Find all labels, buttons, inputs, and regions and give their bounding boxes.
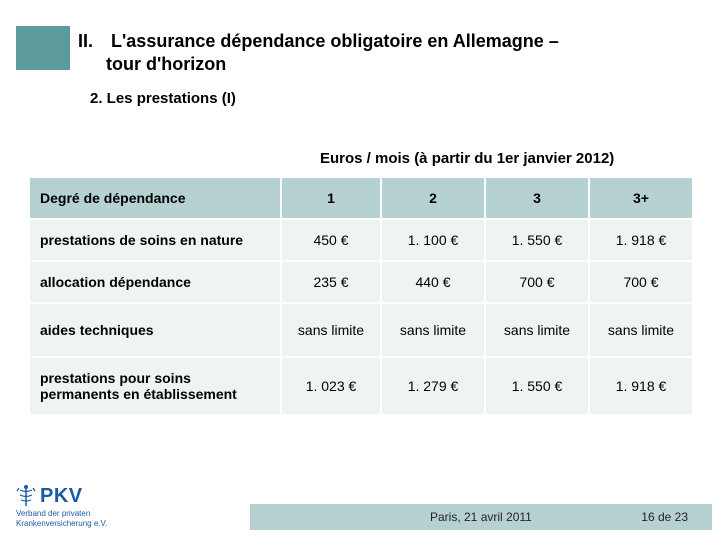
table-cell: 1. 918 €: [590, 220, 694, 262]
logo-subtitle-1: Verband der privaten: [16, 510, 107, 518]
footer-page-number: 16 de 23: [641, 510, 688, 524]
slide-subtitle: 2. Les prestations (I): [90, 90, 236, 107]
col-header: 1: [282, 178, 382, 220]
table-cell: 1. 279 €: [382, 358, 486, 416]
table-cell: sans limite: [590, 304, 694, 358]
row-label: prestations de soins en nature: [30, 220, 282, 262]
logo-text: PKV: [40, 486, 83, 506]
table-cell: 1. 100 €: [382, 220, 486, 262]
col-header: 3: [486, 178, 590, 220]
title-numeral: II.: [78, 30, 106, 53]
table-header-label: Degré de dépendance: [30, 178, 282, 220]
table-cell: 235 €: [282, 262, 382, 304]
table-cell: sans limite: [282, 304, 382, 358]
footer-bar: Paris, 21 avril 2011 16 de 23: [250, 504, 712, 530]
footer-location-date: Paris, 21 avril 2011: [430, 510, 532, 524]
pkv-logo: PKV Verband der privaten Krankenversiche…: [16, 484, 107, 528]
table-cell: sans limite: [382, 304, 486, 358]
table-cell: 1. 550 €: [486, 220, 590, 262]
col-header: 2: [382, 178, 486, 220]
title-line-2: tour d'horizon: [106, 54, 226, 74]
accent-box: [16, 26, 70, 70]
table-caption: Euros / mois (à partir du 1er janvier 20…: [320, 150, 614, 167]
row-label: allocation dépendance: [30, 262, 282, 304]
col-header: 3+: [590, 178, 694, 220]
table-cell: 1. 550 €: [486, 358, 590, 416]
table-cell: 700 €: [590, 262, 694, 304]
slide-title: II. L'assurance dépendance obligatoire e…: [78, 30, 678, 77]
row-label: prestations pour soins permanents en éta…: [30, 358, 282, 416]
table-cell: 1. 023 €: [282, 358, 382, 416]
row-label: aides techniques: [30, 304, 282, 358]
title-line-1: L'assurance dépendance obligatoire en Al…: [111, 31, 559, 51]
table-cell: 450 €: [282, 220, 382, 262]
table-cell: 440 €: [382, 262, 486, 304]
table-cell: 700 €: [486, 262, 590, 304]
logo-subtitle-2: Krankenversicherung e.V.: [16, 520, 107, 528]
benefits-table: Degré de dépendance 1 2 3 3+ prestations…: [30, 178, 694, 416]
table-cell: 1. 918 €: [590, 358, 694, 416]
table-cell: sans limite: [486, 304, 590, 358]
caduceus-icon: [16, 484, 36, 508]
